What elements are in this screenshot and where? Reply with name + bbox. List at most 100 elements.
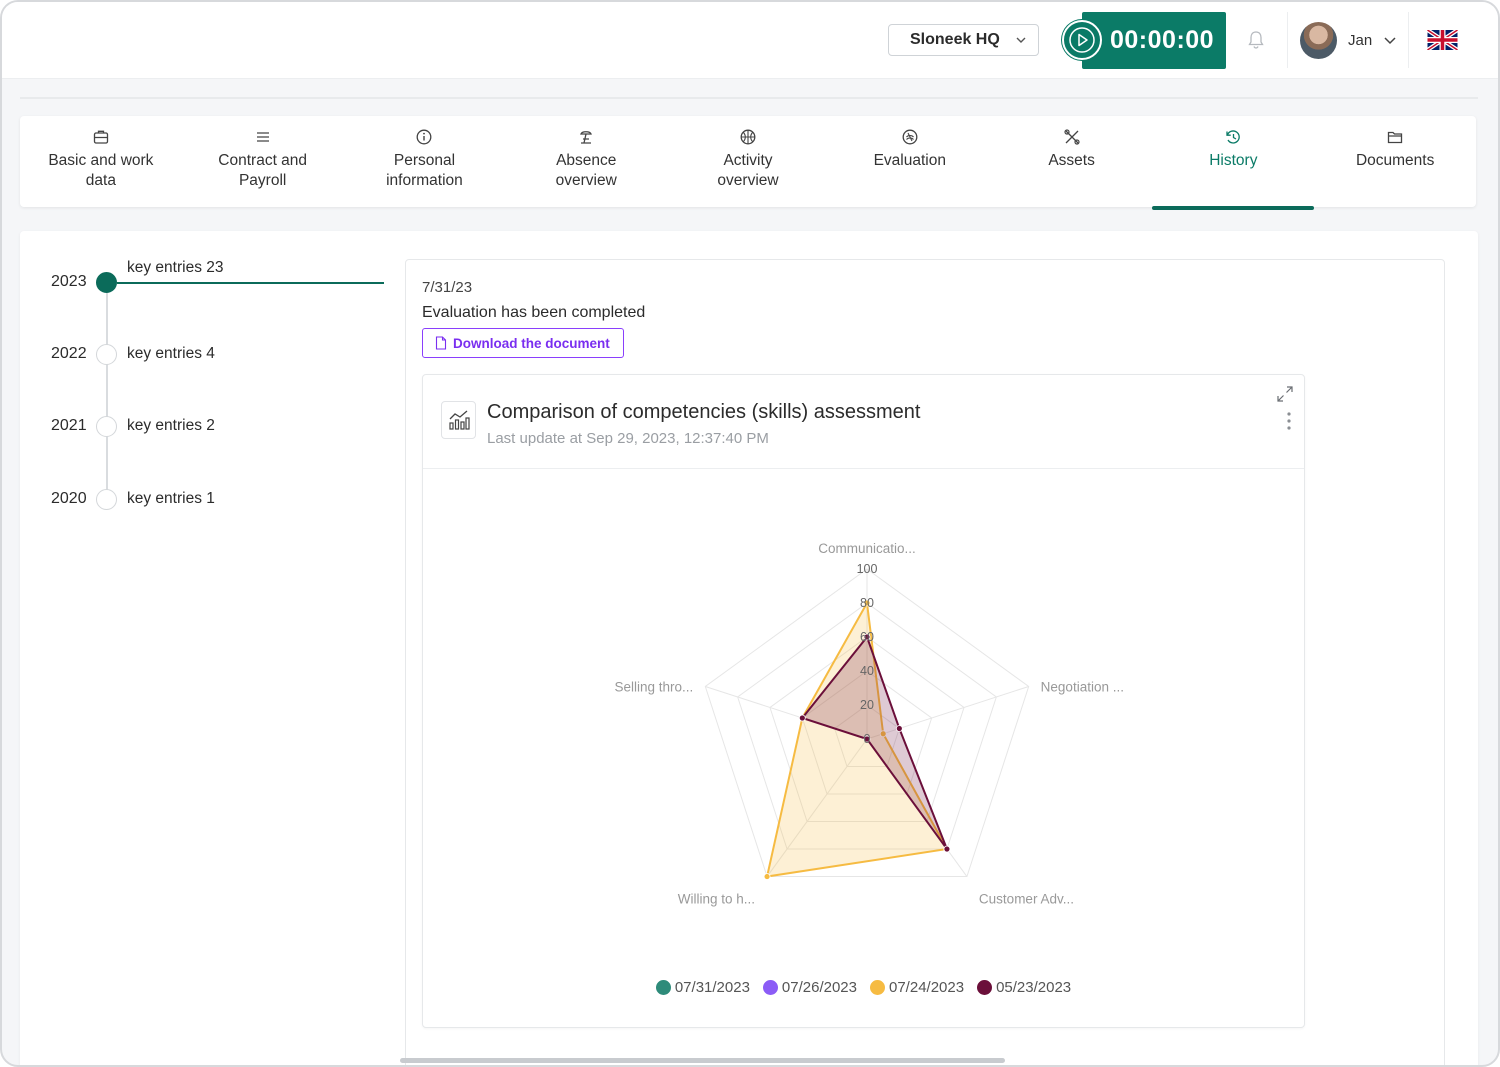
radar-point	[943, 845, 951, 853]
timeline-dot	[96, 344, 117, 365]
history-icon	[1226, 130, 1241, 144]
timeline-label: key entries 1	[127, 490, 215, 507]
timeline-item-2023[interactable]: 2023 key entries 23	[20, 259, 400, 294]
timeline-line	[106, 283, 108, 501]
history-entry: 7/31/23 Evaluation has been completed Do…	[405, 259, 1445, 1065]
tab-evaluation[interactable]: Evaluation	[829, 116, 991, 207]
company-name: Sloneek HQ	[910, 31, 1000, 48]
radar-axis-label: Communicatio...	[818, 541, 916, 556]
timeline-year: 2022	[51, 345, 87, 362]
radar-spoke	[766, 738, 868, 877]
chevron-down-icon	[1016, 37, 1026, 43]
timeline-label: key entries 4	[127, 345, 215, 362]
tab-label: Activity	[723, 152, 773, 169]
download-document-button[interactable]: Download the document	[422, 328, 624, 358]
tab-assets[interactable]: Assets	[991, 116, 1153, 207]
legend-label: 07/24/2023	[889, 979, 965, 996]
beach-icon	[580, 131, 593, 144]
expand-icon[interactable]	[1276, 385, 1294, 403]
radar-series-area	[800, 634, 948, 850]
radar-grid-ring	[737, 602, 997, 850]
entry-date: 7/31/23	[422, 279, 473, 296]
company-select[interactable]: Sloneek HQ	[888, 24, 1039, 56]
timeline-item-2022[interactable]: 2022 key entries 4	[20, 344, 400, 366]
timeline-item-2021[interactable]: 2021 key entries 2	[20, 416, 400, 438]
card-header: Comparison of competencies (skills) asse…	[423, 375, 1304, 469]
timeline-dot	[96, 272, 117, 293]
radar-chart: 0 20 40 60 80 100 Communicatio... Negotiation .…	[615, 541, 1124, 907]
history-panel: 2023 key entries 23 2022 key entries 4 2…	[20, 231, 1478, 1065]
briefcase-icon	[93, 130, 109, 144]
play-button[interactable]	[1062, 20, 1102, 60]
tab-label: data	[85, 172, 116, 189]
timeline-year: 2020	[51, 490, 87, 507]
radar-point	[863, 735, 871, 743]
radar-axis-label: Negotiation ...	[1041, 679, 1124, 694]
radar-point	[863, 599, 871, 607]
legend-item[interactable]: 07/31/2023	[655, 979, 750, 996]
card-subtitle: Last update at Sep 29, 2023, 12:37:40 PM	[487, 430, 769, 447]
more-options-icon[interactable]	[1286, 411, 1292, 431]
radar-point	[895, 725, 903, 732]
tab-label: Assets	[1048, 152, 1095, 169]
tab-label: Payroll	[238, 172, 287, 189]
tab-label: Evaluation	[873, 152, 946, 169]
divider	[1287, 12, 1288, 68]
legend-item[interactable]: 07/24/2023	[870, 979, 964, 996]
tools-icon	[1063, 129, 1080, 145]
chevron-down-icon[interactable]	[1383, 33, 1397, 47]
timeline-label: key entries 2	[127, 417, 215, 434]
legend-label: 05/23/2023	[996, 979, 1072, 996]
radar-axis-label: Customer Adv...	[979, 892, 1074, 907]
legend-dot	[977, 980, 993, 995]
legend-dot	[870, 980, 885, 995]
timeline-underline	[117, 282, 384, 284]
tab-basic-work-data[interactable]: Basic and work data	[20, 116, 182, 207]
avatar[interactable]	[1300, 22, 1337, 59]
chart-icon-box	[441, 401, 476, 439]
tab-documents[interactable]: Documents	[1314, 116, 1476, 207]
card-title: Comparison of competencies (skills) asse…	[487, 401, 921, 423]
tab-history[interactable]: History	[1152, 116, 1315, 210]
divider	[1408, 12, 1409, 68]
tab-label: Absence	[556, 152, 617, 169]
uk-flag-icon[interactable]	[1427, 30, 1458, 50]
play-icon	[1069, 27, 1095, 53]
radar-series-area	[765, 599, 949, 878]
bell-icon[interactable]	[1245, 29, 1267, 51]
legend-item[interactable]: 05/23/2023	[977, 979, 1071, 996]
radar-axis-label: Selling thro...	[615, 679, 694, 694]
entry-text: Evaluation has been completed	[422, 304, 646, 321]
header-divider	[20, 97, 1478, 99]
timer-value: 00:00:00	[1110, 26, 1215, 54]
tab-label: Contract and	[218, 152, 308, 169]
tab-label: Basic and work	[48, 152, 154, 169]
radar-grid-ring	[801, 670, 933, 795]
tab-contract-payroll[interactable]: Contract and Payroll	[182, 116, 344, 207]
radar-grid-ring	[769, 636, 965, 823]
radar-grid-ring	[834, 704, 900, 768]
tab-activity-overview[interactable]: Activity overview	[667, 116, 829, 207]
competency-chart-card: Comparison of competencies (skills) asse…	[422, 374, 1305, 1028]
radar-spoke	[866, 685, 1029, 740]
radar-grid-ring	[704, 568, 1030, 878]
top-bar: Sloneek HQ 00:00:00 Jan	[2, 2, 1498, 79]
tab-label: overview	[555, 172, 617, 189]
timeline-dot	[96, 416, 117, 437]
basketball-icon	[740, 129, 756, 145]
radar-tick-label: 60	[860, 630, 874, 644]
tab-label: Documents	[1355, 152, 1435, 169]
radar-tick-label: 80	[860, 596, 874, 610]
user-name[interactable]: Jan	[1348, 32, 1373, 49]
tab-personal-information[interactable]: Personal information	[344, 116, 506, 207]
radar-tick-label: 20	[860, 698, 874, 712]
radar-tick-label: 100	[857, 562, 878, 576]
profile-tabs: Basic and work data Contract and Payroll…	[20, 116, 1476, 210]
legend-item[interactable]: 07/26/2023	[762, 979, 857, 996]
tab-absence-overview[interactable]: Absence overview	[505, 116, 667, 207]
radar-point	[863, 633, 871, 641]
timeline-label: key entries 23	[127, 259, 224, 276]
horizontal-scrollbar[interactable]	[400, 1058, 1005, 1063]
timeline-item-2020[interactable]: 2020 key entries 1	[20, 489, 400, 511]
